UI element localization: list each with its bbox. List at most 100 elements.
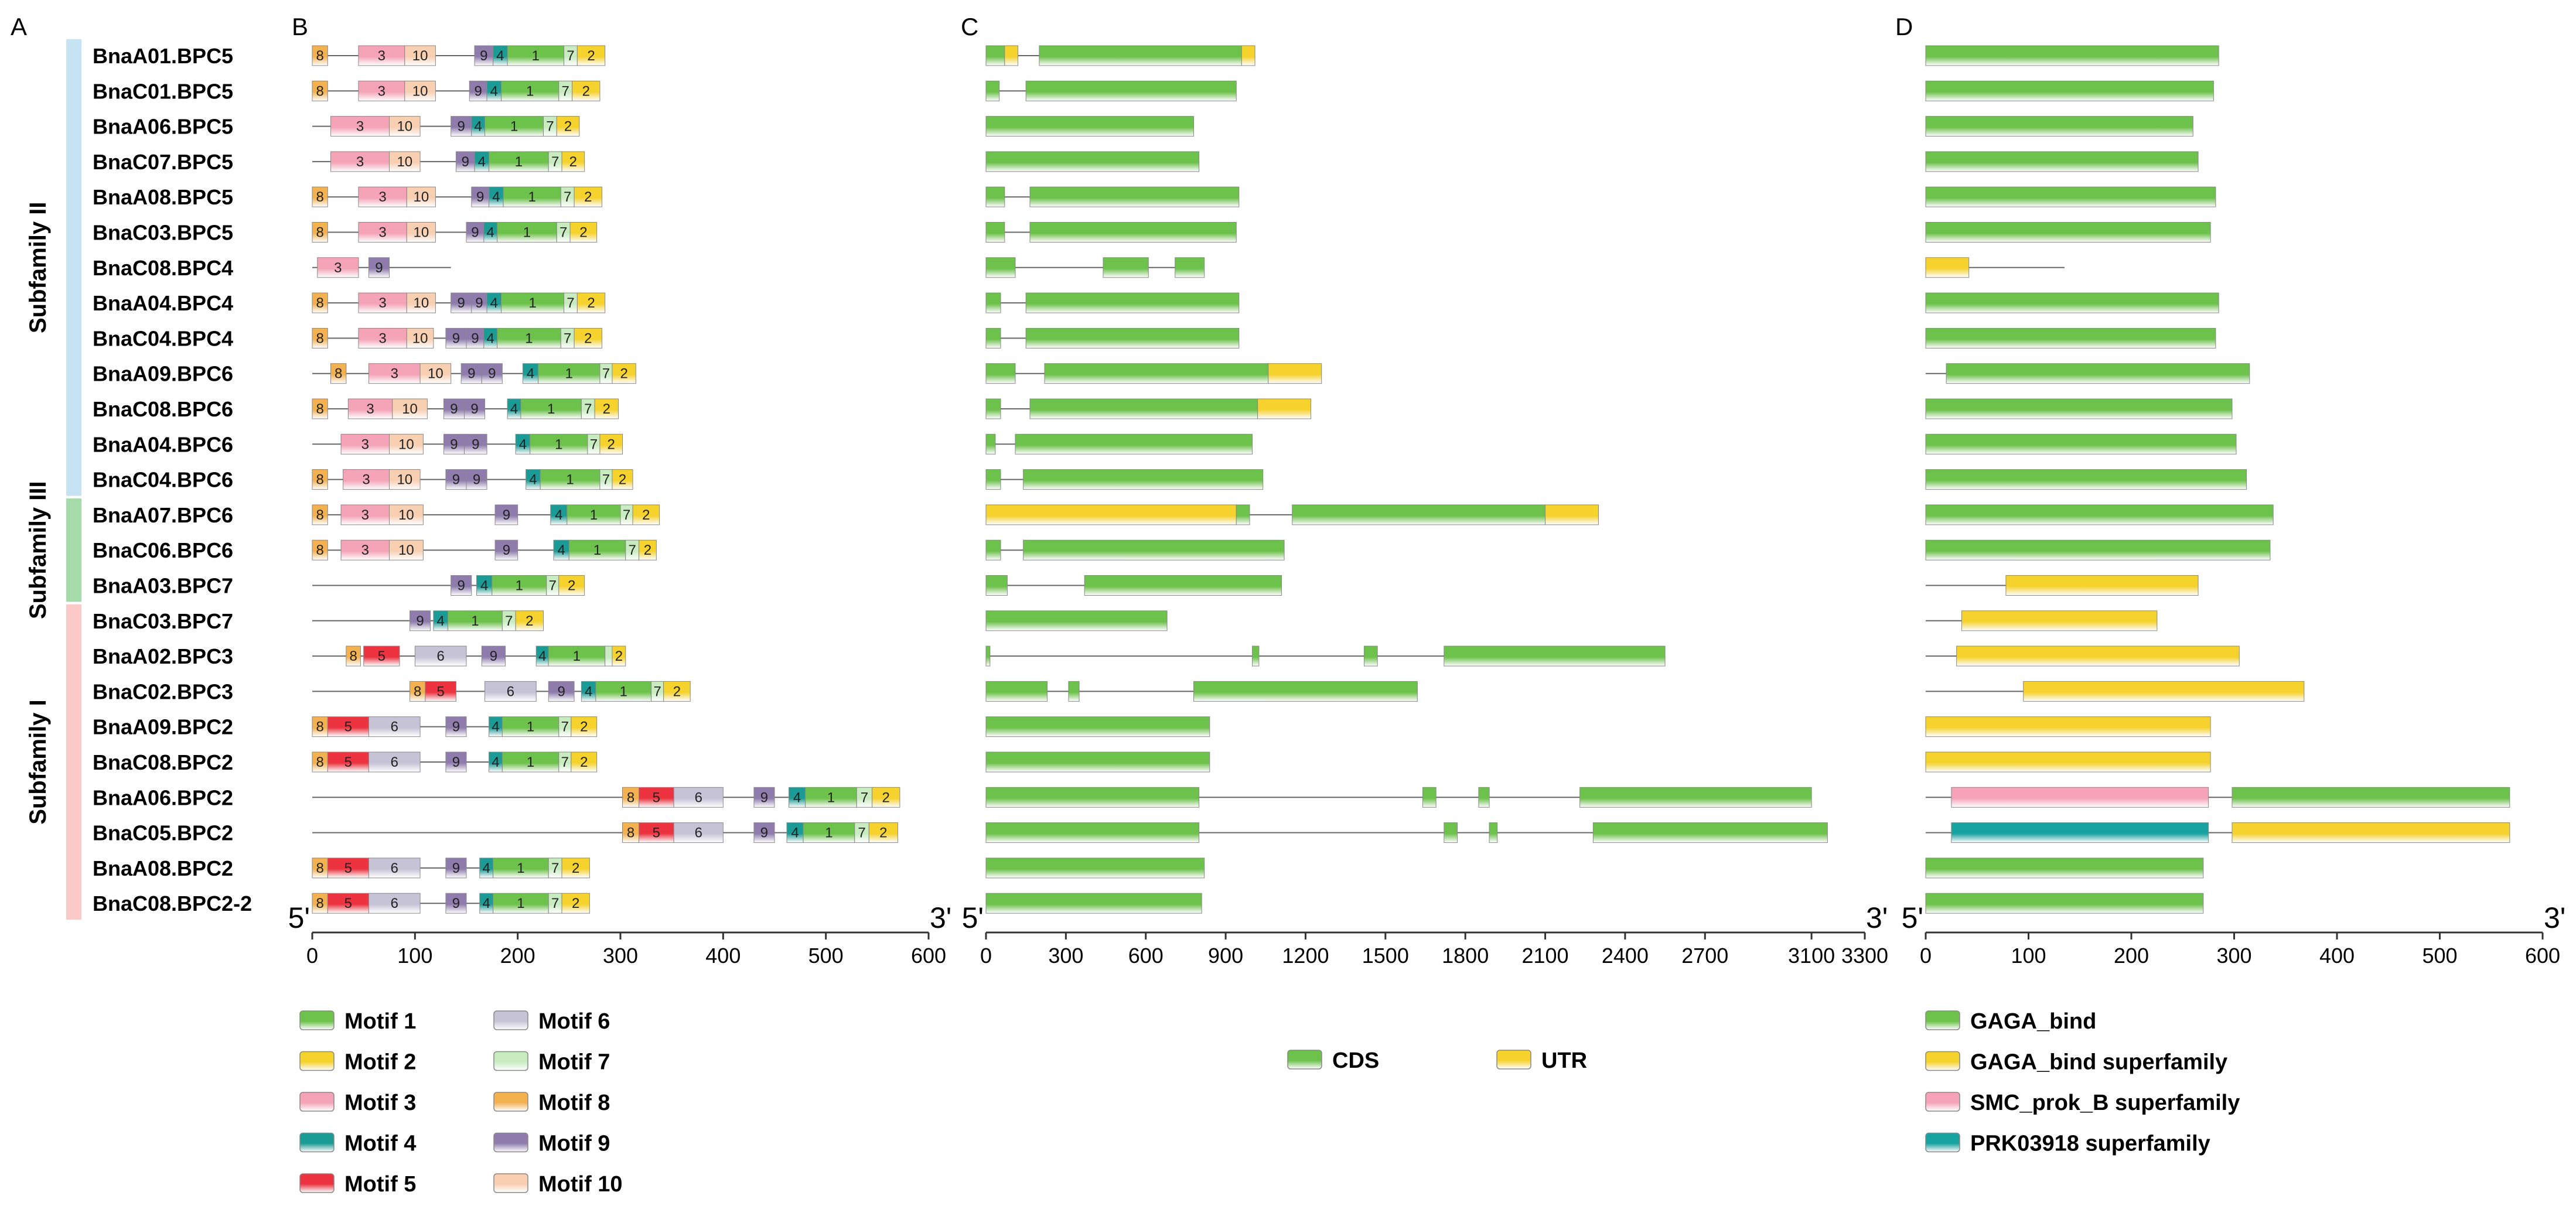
motif-number-label: 4: [555, 507, 562, 523]
gene-name: BnaA06.BPC2: [93, 785, 233, 809]
motif-number-label: 3: [378, 189, 386, 205]
motif-number-label: 9: [462, 154, 469, 170]
motif-number-label: 8: [316, 860, 323, 876]
motif-2-box: [639, 539, 657, 561]
motif-number-label: 2: [644, 542, 651, 558]
motif-3-box: [368, 363, 421, 384]
utr-box: [1241, 45, 1255, 66]
motif-9-box: [481, 645, 506, 667]
motif-number-label: 4: [490, 83, 498, 99]
motif-number-label: 10: [397, 154, 412, 170]
axis-3prime-label: 3': [930, 901, 951, 934]
motif-row: 3 10 9 9 4 1 7 2: [312, 433, 623, 455]
motif-number-label: 4: [527, 366, 534, 382]
motif-number-label: 3: [356, 119, 364, 135]
axis-tick-label: 200: [500, 944, 535, 968]
gene-name: BnaA03.BPC7: [93, 574, 233, 598]
legend-label-motif-9: Motif 9: [538, 1132, 610, 1156]
motif-1-box: [595, 681, 652, 702]
legend-label-motif-4: Motif 4: [344, 1132, 416, 1156]
motif-number-label: 4: [510, 401, 518, 417]
legend-label-motif-2: Motif 2: [344, 1050, 416, 1075]
motif-10-box: [389, 539, 424, 561]
motif-number-label: 8: [316, 754, 323, 770]
motif-1-box: [520, 398, 582, 419]
gaga-bind-superfamily-domain: [1925, 751, 2211, 773]
motif-9-box: [460, 363, 482, 384]
motif-number-label: 8: [316, 719, 323, 735]
cds-box: [985, 575, 1008, 596]
motif-7-box: [605, 645, 613, 667]
motif-2-box: [515, 610, 544, 631]
cds-box: [985, 645, 991, 667]
cds-box: [985, 857, 1205, 879]
subfamily-bars: Subfamily II Subfamily III Subfamily I: [25, 39, 81, 920]
gaga-bind-domain: [1925, 222, 2211, 242]
motif-9-box: [368, 257, 390, 278]
motif-9-box: [494, 539, 518, 561]
motif-row: 8 3 10 9 4 1 7 2: [312, 539, 657, 561]
axis-tick-label: 2100: [1521, 944, 1568, 968]
cds-box: [985, 222, 1005, 242]
domain-row: [1925, 257, 2065, 278]
legend-label-smc-prok-b-superfamily: SMC_prok_B superfamily: [1970, 1091, 2240, 1115]
motif-number-label: 1: [565, 366, 573, 382]
motif-number-label: 9: [475, 295, 483, 311]
cds-box: [985, 469, 1001, 490]
motif-4-box: [522, 363, 539, 384]
gaga-bind-domain: [1946, 363, 2250, 384]
motif-number-label: 7: [561, 719, 569, 735]
gene-name: BnaC02.BPC3: [93, 679, 233, 703]
legend-swatch-cds: [1287, 1050, 1322, 1070]
subfamily-bar-subfamily-ii: [66, 39, 81, 496]
motif-number-label: 5: [344, 719, 352, 735]
motif-8-box: [330, 363, 347, 384]
motif-number-label: 8: [316, 189, 323, 205]
gaga-bind-domain: [1925, 80, 2214, 101]
motif-9-box: [753, 822, 775, 843]
domain-row: [1925, 857, 2204, 879]
motif-number-label: 8: [316, 295, 323, 311]
motif-number-label: 10: [414, 225, 429, 241]
motif-3-box: [358, 45, 405, 66]
motif-number-label: 9: [452, 472, 460, 488]
cds-box: [1292, 504, 1546, 525]
motif-number-label: 1: [566, 472, 574, 488]
gene-structure-row: [985, 504, 1599, 525]
gaga-bind-superfamily-domain: [1925, 257, 1970, 278]
structure-legend: CDS UTR: [1287, 1048, 1587, 1073]
motif-row: 8 3 10 9 9 4 1 7 2: [312, 363, 636, 384]
gene-name-list: BnaA01.BPC5 BnaC01.BPC5 BnaA06.BPC5 BnaC07.…: [93, 44, 252, 915]
motif-number-label: 8: [627, 790, 634, 805]
motif-10-box: [419, 363, 452, 384]
motif-number-label: 9: [472, 436, 479, 452]
motif-9-box: [463, 433, 487, 455]
gaga-bind-domain: [1925, 539, 2271, 561]
motif-6-box: [485, 681, 537, 702]
motif-number-label: 1: [517, 860, 524, 876]
cds-box: [1025, 292, 1240, 313]
gaga-bind-domain: [1925, 186, 2216, 207]
gaga-bind-domain: [1925, 893, 2204, 914]
cds-box: [985, 787, 1200, 808]
legend-swatch-motif-8: [493, 1092, 528, 1112]
motif-number-label: 8: [335, 366, 342, 382]
domain-legend: GAGA_bind GAGA_bind superfamily SMC_prok_B…: [1925, 1009, 2240, 1156]
utr-box: [1257, 398, 1312, 419]
motif-number-label: 2: [587, 295, 595, 311]
motif-1-box: [540, 469, 601, 490]
gaga-bind-superfamily-domain: [2232, 822, 2510, 843]
cds-box: [985, 822, 1200, 843]
motif-number-label: 7: [564, 189, 571, 205]
domain-row: [1925, 398, 2233, 419]
motif-2-box: [663, 681, 691, 702]
motif-number-label: 2: [572, 860, 579, 876]
motif-3-box: [340, 539, 390, 561]
gene-name: BnaA01.BPC5: [93, 44, 233, 68]
cds-box: [985, 116, 1195, 137]
motif-number-label: 9: [452, 754, 460, 770]
motif-number-label: 10: [397, 472, 412, 488]
